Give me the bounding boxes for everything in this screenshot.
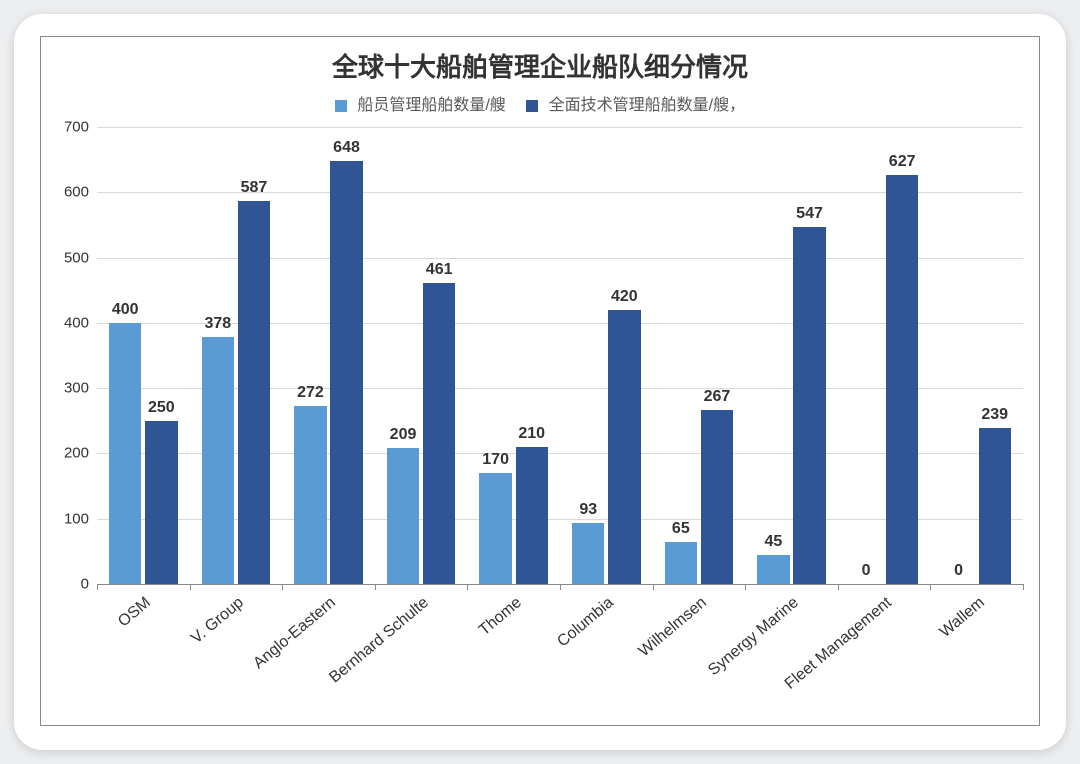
x-tick — [467, 584, 468, 590]
bar: 250 — [145, 421, 177, 584]
chart-frame: 全球十大船舶管理企业船队细分情况 船员管理船舶数量/艘 全面技术管理船舶数量/艘… — [40, 36, 1040, 726]
bar: 648 — [330, 161, 362, 584]
bar: 587 — [238, 201, 270, 584]
bar: 65 — [665, 542, 697, 584]
x-tick — [97, 584, 98, 590]
bar-value-label: 45 — [765, 533, 783, 551]
bar-value-label: 400 — [112, 301, 139, 319]
bar-value-label: 0 — [954, 562, 963, 580]
bar: 547 — [793, 227, 825, 584]
bar-value-label: 210 — [518, 425, 545, 443]
legend-item-series-a: 船员管理船舶数量/艘 — [335, 91, 506, 115]
bar-value-label: 420 — [611, 288, 638, 306]
x-tick — [1023, 584, 1024, 590]
bar-value-label: 627 — [889, 153, 916, 171]
bar-value-label: 272 — [297, 384, 324, 402]
y-axis-label: 100 — [64, 510, 89, 527]
bar-value-label: 587 — [241, 179, 268, 197]
bar: 272 — [294, 406, 326, 584]
x-tick — [282, 584, 283, 590]
bar: 239 — [979, 428, 1011, 584]
bar: 627 — [886, 175, 918, 584]
bar-group: 0239Wallem — [930, 127, 1023, 584]
x-tick — [930, 584, 931, 590]
bar: 210 — [516, 447, 548, 584]
bar: 420 — [608, 310, 640, 584]
bar-value-label: 250 — [148, 399, 175, 417]
bar-value-label: 0 — [862, 562, 871, 580]
y-axis-label: 600 — [64, 184, 89, 201]
bar-value-label: 239 — [981, 406, 1008, 424]
bar-value-label: 648 — [333, 139, 360, 157]
y-axis-label: 300 — [64, 380, 89, 397]
bar: 170 — [479, 473, 511, 584]
bar-group: 272648Anglo-Eastern — [282, 127, 375, 584]
y-axis-label: 500 — [64, 249, 89, 266]
bar-group: 400250OSM — [97, 127, 190, 584]
bar-value-label: 461 — [426, 261, 453, 279]
legend-label-series-b: 全面技术管理船舶数量/艘， — [549, 97, 745, 114]
bar-value-label: 209 — [390, 426, 417, 444]
bar-value-label: 267 — [704, 388, 731, 406]
chart-title: 全球十大船舶管理企业船队细分情况 — [41, 47, 1039, 84]
bar-group: 65267Wilhelmsen — [653, 127, 746, 584]
chart-card: 全球十大船舶管理企业船队细分情况 船员管理船舶数量/艘 全面技术管理船舶数量/艘… — [14, 14, 1066, 750]
bar-value-label: 93 — [579, 501, 597, 519]
bar-group: 93420Columbia — [560, 127, 653, 584]
y-axis-label: 200 — [64, 445, 89, 462]
bar-value-label: 378 — [204, 315, 231, 333]
bar: 461 — [423, 283, 455, 584]
bar-value-label: 170 — [482, 451, 509, 469]
x-tick — [653, 584, 654, 590]
x-tick — [190, 584, 191, 590]
y-axis-label: 0 — [81, 576, 89, 593]
bar: 93 — [572, 523, 604, 584]
bar: 209 — [387, 448, 419, 584]
bar-group: 170210Thome — [467, 127, 560, 584]
chart-legend: 船员管理船舶数量/艘 全面技术管理船舶数量/艘， — [41, 91, 1039, 115]
x-tick — [375, 584, 376, 590]
x-tick — [745, 584, 746, 590]
bar: 267 — [701, 410, 733, 584]
y-axis-label: 400 — [64, 314, 89, 331]
bar-group: 378587V. Group — [190, 127, 283, 584]
x-tick — [838, 584, 839, 590]
chart-plot-area: 0100200300400500600700400250OSM378587V. … — [97, 127, 1023, 585]
bar-group: 0627Fleet Management — [838, 127, 931, 584]
bar-value-label: 547 — [796, 205, 823, 223]
bar: 45 — [757, 555, 789, 584]
x-tick — [560, 584, 561, 590]
chart-plot: 0100200300400500600700400250OSM378587V. … — [97, 127, 1023, 585]
y-axis-label: 700 — [64, 119, 89, 136]
bar-group: 45547Synergy Marine — [745, 127, 838, 584]
bar-value-label: 65 — [672, 520, 690, 538]
bar: 378 — [202, 337, 234, 584]
bar-group: 209461Bernhard Schulte — [375, 127, 468, 584]
legend-label-series-a: 船员管理船舶数量/艘 — [357, 97, 505, 114]
legend-item-series-b: 全面技术管理船舶数量/艘， — [526, 91, 745, 115]
bar: 400 — [109, 323, 141, 584]
legend-swatch-series-a — [335, 100, 347, 112]
legend-swatch-series-b — [526, 100, 538, 112]
